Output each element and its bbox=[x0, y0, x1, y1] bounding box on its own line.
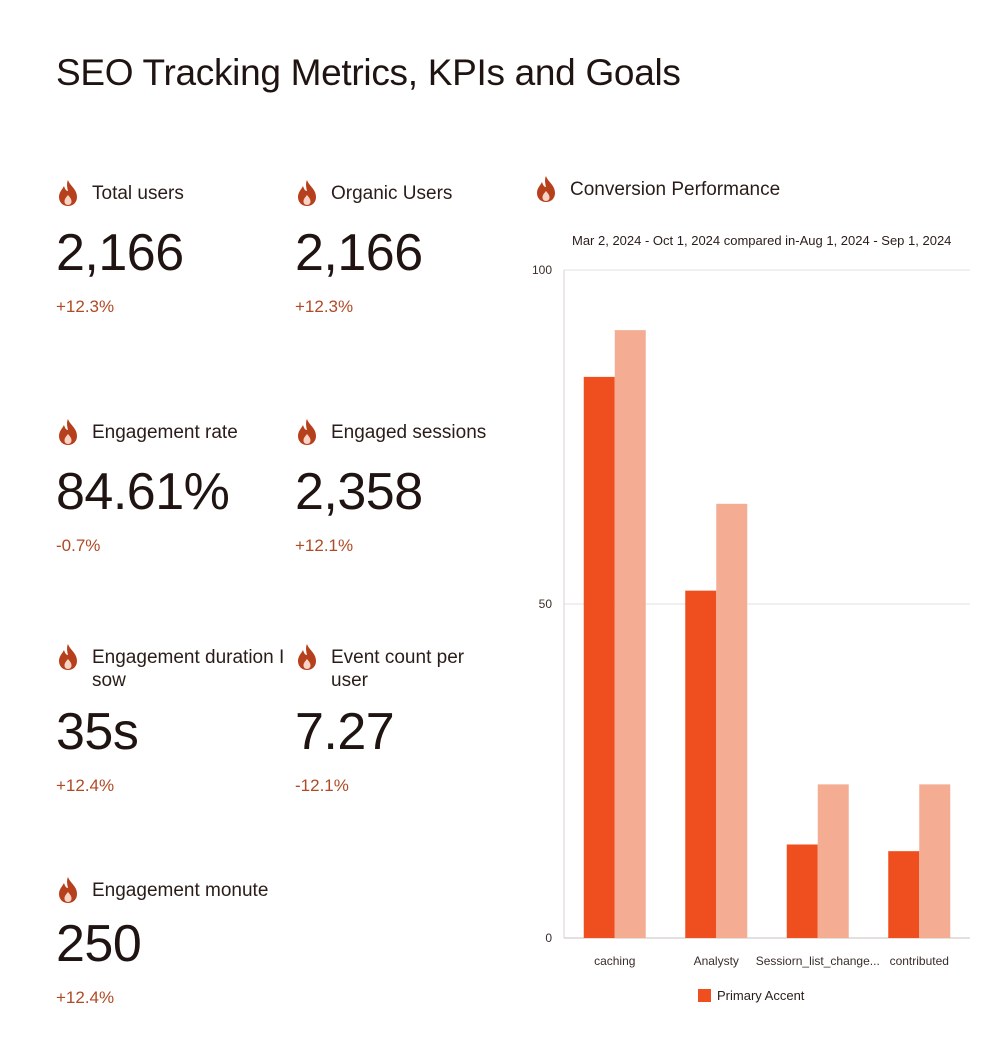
metric-value: 84.61% bbox=[56, 463, 230, 521]
metric-value: 2,166 bbox=[56, 224, 184, 282]
bar bbox=[888, 851, 920, 938]
chart-header: Conversion Performance bbox=[534, 176, 781, 203]
flame-icon bbox=[59, 877, 77, 903]
flame-icon bbox=[298, 180, 316, 206]
x-tick-label: Analysty bbox=[694, 954, 739, 968]
metric-change: -12.1% bbox=[295, 776, 349, 795]
flame-icon bbox=[537, 176, 555, 202]
metric-change: +12.3% bbox=[56, 297, 115, 316]
x-tick-label: contributed bbox=[890, 954, 949, 968]
metric-engagement-duration: Engagement duration I sow 35s +12.4% bbox=[56, 644, 288, 796]
x-tick-label: caching bbox=[594, 954, 635, 968]
flame-icon bbox=[59, 180, 77, 206]
metric-change: +12.4% bbox=[56, 988, 115, 1007]
conversion-chart-panel: 0 50 100 caching Analysty Sessiorn_list_chang… bbox=[532, 176, 974, 1018]
metric-label: Organic Users bbox=[331, 183, 453, 204]
x-tick-label: Sessiorn_list_change... bbox=[756, 954, 880, 968]
bar bbox=[919, 784, 951, 938]
bar bbox=[583, 376, 615, 938]
metric-value: 2,166 bbox=[295, 224, 423, 282]
legend-swatch bbox=[698, 989, 711, 1002]
metric-event-count: Event count per user 7.27 -12.1% bbox=[295, 644, 495, 796]
metric-value: 7.27 bbox=[295, 703, 395, 761]
y-tick-label: 50 bbox=[539, 597, 553, 611]
bar bbox=[817, 784, 849, 938]
metric-label: Engagement rate bbox=[92, 422, 238, 443]
y-tick-label: 100 bbox=[532, 263, 552, 277]
bar bbox=[716, 503, 748, 938]
metric-change: -0.7% bbox=[56, 536, 101, 555]
metric-label: Engagement duration I sow bbox=[92, 647, 285, 691]
metric-value: 250 bbox=[56, 915, 142, 973]
legend-label: Primary Accent bbox=[717, 988, 805, 1003]
flame-icon bbox=[298, 644, 316, 670]
metric-total-users: Total users 2,166 +12.3% bbox=[56, 180, 288, 317]
metric-engagement-minute: Engagement monute 250 +12.4% bbox=[56, 877, 288, 1008]
bar bbox=[786, 844, 818, 938]
flame-icon bbox=[59, 419, 77, 445]
page-title: SEO Tracking Metrics, KPIs and Goals bbox=[56, 52, 681, 93]
metric-engaged-sessions: Engaged sessions 2,358 +12.1% bbox=[295, 419, 527, 556]
metric-label: Total users bbox=[92, 183, 184, 204]
metric-organic-users: Organic Users 2,166 +12.3% bbox=[295, 180, 527, 317]
chart-subtitle: Mar 2, 2024 - Oct 1, 2024 compared in-Au… bbox=[572, 233, 952, 248]
y-tick-label: 0 bbox=[545, 931, 552, 945]
conversion-chart: 0 50 100 caching Analysty Sessiorn_list_chang… bbox=[532, 263, 970, 968]
metric-change: +12.3% bbox=[295, 297, 354, 316]
chart-legend: Primary Accent bbox=[698, 988, 804, 1003]
metric-engagement-rate: Engagement rate 84.61% -0.7% bbox=[56, 419, 288, 556]
metric-change: +12.1% bbox=[295, 536, 354, 555]
metric-value: 35s bbox=[56, 703, 139, 761]
flame-icon bbox=[298, 419, 316, 445]
metric-label: Engaged sessions bbox=[331, 422, 487, 443]
chart-title: Conversion Performance bbox=[570, 179, 781, 200]
metric-label: Engagement monute bbox=[92, 880, 269, 901]
bar bbox=[614, 330, 646, 938]
flame-icon bbox=[59, 644, 77, 670]
metric-change: +12.4% bbox=[56, 776, 115, 795]
bar bbox=[685, 590, 717, 938]
metric-value: 2,358 bbox=[295, 463, 423, 521]
metric-label: Event count per user bbox=[331, 647, 465, 691]
